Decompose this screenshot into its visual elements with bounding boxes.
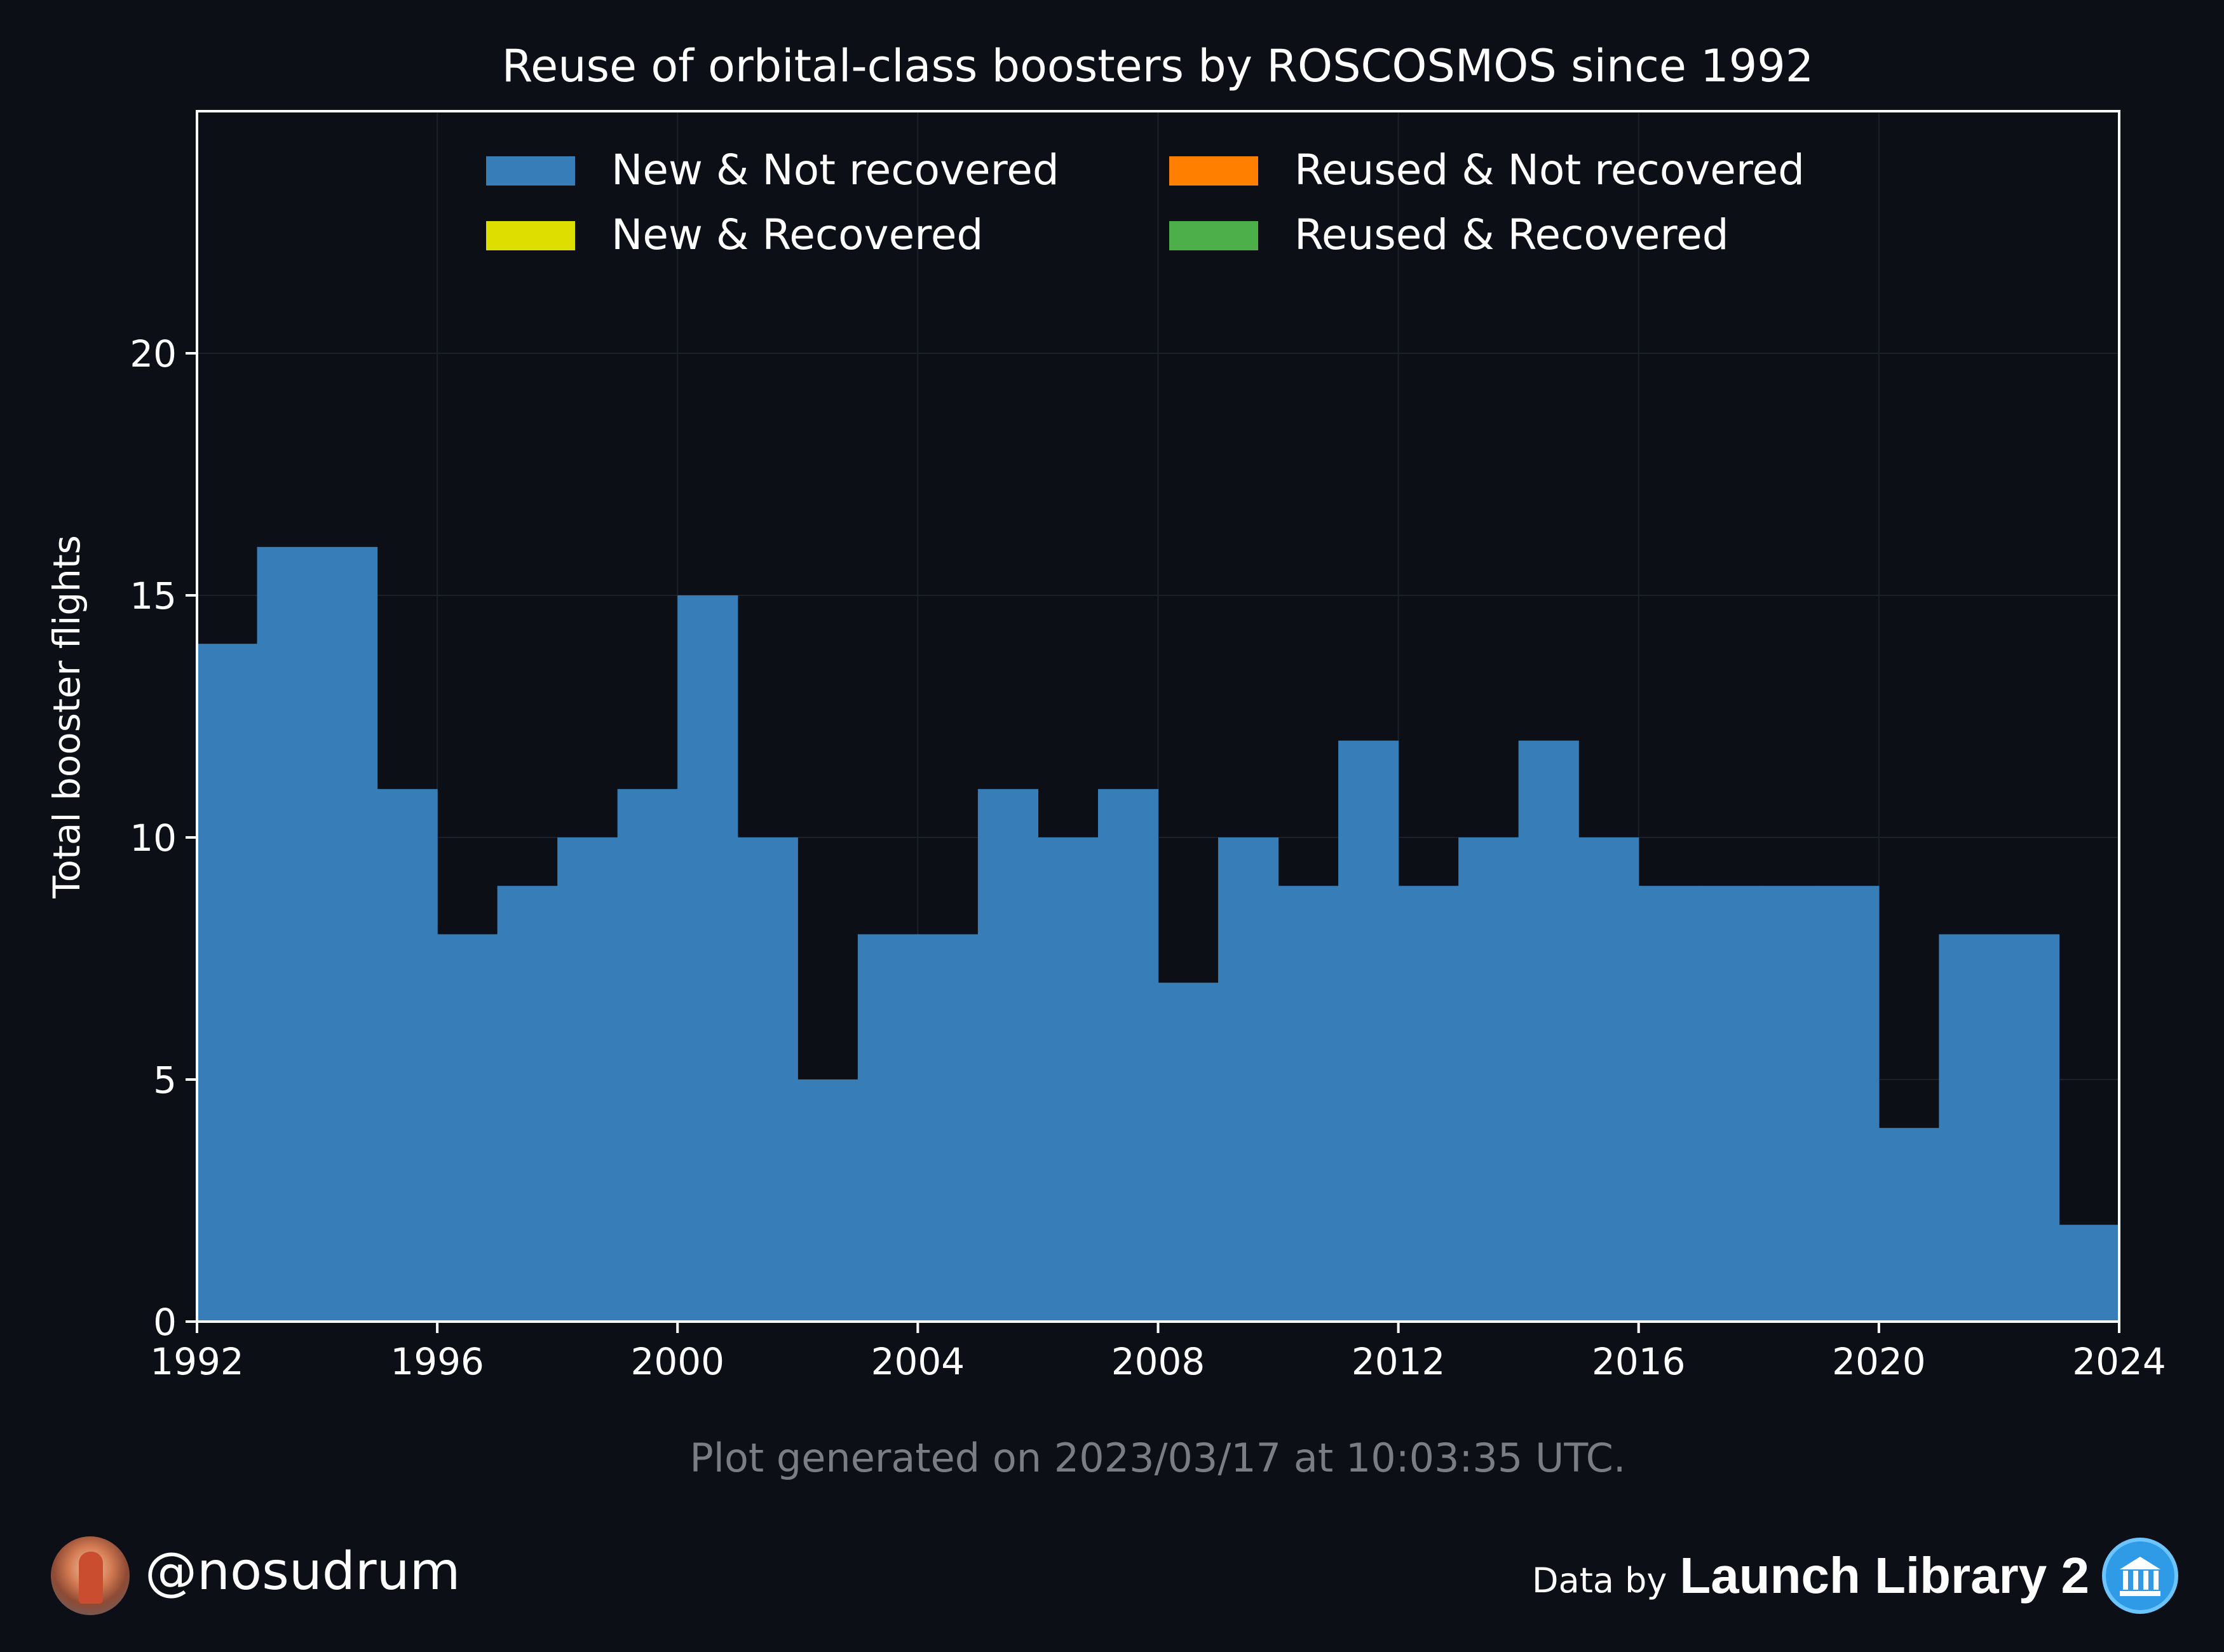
legend-label-0: New & Not recovered bbox=[611, 146, 1059, 194]
y-tick-label: 15 bbox=[130, 574, 177, 618]
legend-label-3: Reused & Recovered bbox=[1294, 210, 1729, 259]
bar-2021-series-0 bbox=[1939, 934, 2000, 1322]
bar-1997-series-0 bbox=[497, 886, 558, 1322]
bar-2012-series-0 bbox=[1398, 886, 1459, 1322]
bar-2018-series-0 bbox=[1758, 886, 1819, 1322]
x-tick-label: 1992 bbox=[150, 1340, 244, 1383]
data-credit: Data by Launch Library 2 bbox=[1532, 1538, 2178, 1614]
bar-1992-series-0 bbox=[197, 644, 258, 1322]
bar-2023-series-0 bbox=[2059, 1224, 2120, 1322]
plot-footnote: Plot generated on 2023/03/17 at 10:03:35… bbox=[689, 1435, 1625, 1481]
bar-1998-series-0 bbox=[557, 837, 618, 1322]
legend-swatch-3 bbox=[1169, 221, 1258, 250]
x-tick-label: 2012 bbox=[1352, 1340, 1446, 1383]
credit-name: Launch Library 2 bbox=[1679, 1547, 2089, 1604]
bar-2019-series-0 bbox=[1819, 886, 1880, 1322]
bar-2004-series-0 bbox=[918, 934, 979, 1322]
y-tick-label: 20 bbox=[130, 332, 177, 376]
chart-title: Reuse of orbital-class boosters by ROSCO… bbox=[502, 40, 1814, 92]
bar-2002-series-0 bbox=[797, 1080, 858, 1322]
bar-2017-series-0 bbox=[1699, 886, 1760, 1322]
bar-2022-series-0 bbox=[1998, 934, 2060, 1322]
bar-2006-series-0 bbox=[1038, 837, 1099, 1322]
y-tick-label: 10 bbox=[130, 816, 177, 860]
bar-2009-series-0 bbox=[1218, 837, 1279, 1322]
x-tick-label: 2016 bbox=[1592, 1340, 1686, 1383]
y-tick-label: 0 bbox=[153, 1301, 177, 1344]
credit-prefix: Data by bbox=[1532, 1560, 1667, 1601]
legend: New & Not recovered Reused & Not recovere… bbox=[486, 146, 1805, 259]
bar-2015-series-0 bbox=[1578, 837, 1639, 1322]
bars bbox=[197, 546, 2120, 1322]
bar-2000-series-0 bbox=[677, 595, 738, 1322]
y-tick-label: 5 bbox=[153, 1059, 177, 1102]
legend-swatch-2 bbox=[486, 221, 575, 250]
bar-2008-series-0 bbox=[1158, 982, 1219, 1322]
x-tick-label: 1996 bbox=[390, 1340, 484, 1383]
bar-1993-series-0 bbox=[257, 546, 318, 1322]
legend-label-2: New & Recovered bbox=[611, 210, 983, 259]
legend-swatch-1 bbox=[1169, 156, 1258, 186]
legend-label-1: Reused & Not recovered bbox=[1294, 146, 1805, 194]
bar-2020-series-0 bbox=[1878, 1128, 1940, 1322]
x-tick-label: 2004 bbox=[871, 1340, 965, 1383]
bar-2007-series-0 bbox=[1097, 789, 1159, 1322]
bar-1999-series-0 bbox=[617, 789, 678, 1322]
y-axis-label: Total booster flights bbox=[45, 535, 88, 899]
bar-1995-series-0 bbox=[377, 789, 438, 1322]
bar-2005-series-0 bbox=[977, 789, 1039, 1322]
bar-1994-series-0 bbox=[317, 546, 378, 1322]
legend-swatch-0 bbox=[486, 156, 575, 186]
y-axis: 0 5 10 15 20 bbox=[130, 332, 197, 1344]
bar-2013-series-0 bbox=[1458, 837, 1519, 1322]
bar-2014-series-0 bbox=[1518, 740, 1579, 1322]
author-handle: @nosudrum bbox=[145, 1541, 461, 1602]
x-tick-label: 2000 bbox=[630, 1340, 724, 1383]
astronaut-figure bbox=[79, 1552, 103, 1604]
x-tick-label: 2008 bbox=[1111, 1340, 1205, 1383]
bar-2001-series-0 bbox=[737, 837, 798, 1322]
x-tick-label: 2024 bbox=[2072, 1340, 2166, 1383]
bar-2010-series-0 bbox=[1278, 886, 1339, 1322]
avatar bbox=[51, 1536, 130, 1615]
bar-2003-series-0 bbox=[857, 934, 918, 1322]
launch-library-logo-icon bbox=[2102, 1538, 2178, 1614]
x-axis: 1992 1996 2000 2004 2008 2012 2016 2020 2024 bbox=[150, 1322, 2166, 1383]
bar-1996-series-0 bbox=[437, 934, 498, 1322]
bar-2016-series-0 bbox=[1638, 886, 1699, 1322]
x-tick-label: 2020 bbox=[1832, 1340, 1926, 1383]
bar-2011-series-0 bbox=[1338, 740, 1399, 1322]
